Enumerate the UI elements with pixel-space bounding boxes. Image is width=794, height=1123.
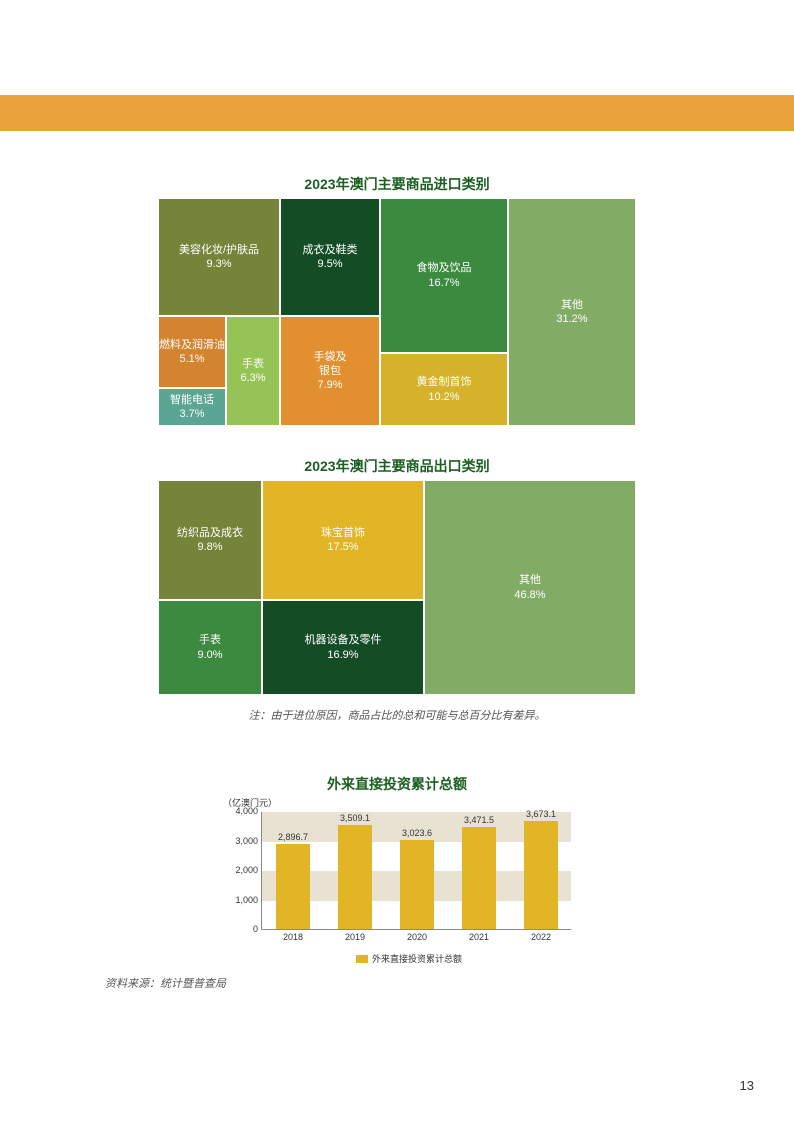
tile-label: 食物及饮品 (417, 261, 472, 275)
treemap-tile: 燃料及润滑油5.1% (158, 316, 226, 388)
tile-label: 机器设备及零件 (305, 633, 382, 647)
ytick-label: 1,000 (235, 895, 258, 905)
tile-label: 手表 (199, 633, 221, 647)
treemap2-title: 2023年澳门主要商品出口类别 (0, 456, 794, 476)
treemap-imports: 美容化妆/护肤品9.3%成衣及鞋类9.5%食物及饮品16.7%其他31.2%燃料… (158, 198, 636, 426)
bar: 3,509.1 (338, 825, 372, 929)
ytick-label: 4,000 (235, 806, 258, 816)
bar-chart-title: 外来直接投资累计总额 (0, 774, 794, 794)
bar-legend: 外来直接投资累计总额 (356, 952, 462, 965)
bar-value-label: 3,509.1 (340, 813, 370, 823)
ytick-label: 0 (253, 924, 258, 934)
bar: 3,471.5 (462, 827, 496, 929)
treemap-footnote: 注：由于进位原因，商品占比的总和可能与总百分比有差异。 (0, 707, 794, 723)
tile-percent: 46.8% (514, 588, 545, 602)
tile-percent: 16.9% (327, 648, 358, 662)
tile-percent: 31.2% (556, 312, 587, 326)
tile-label: 燃料及润滑油 (159, 338, 225, 352)
bar: 2,896.7 (276, 844, 310, 929)
source-note: 资料来源：统计暨普查局 (105, 975, 226, 991)
tile-label: 其他 (561, 298, 583, 312)
legend-swatch (356, 955, 368, 963)
tile-percent: 17.5% (327, 540, 358, 554)
treemap-tile: 智能电话3.7% (158, 388, 226, 426)
bar-plot-area: 01,0002,0003,0004,0002,896.720183,509.12… (261, 812, 571, 930)
bar-value-label: 3,673.1 (526, 809, 556, 819)
bar-value-label: 3,023.6 (402, 828, 432, 838)
tile-percent: 16.7% (428, 276, 459, 290)
treemap-tile: 手表6.3% (226, 316, 280, 426)
xtick-label: 2020 (407, 932, 427, 942)
tile-percent: 7.9% (317, 378, 342, 392)
tile-percent: 9.0% (197, 648, 222, 662)
tile-percent: 6.3% (240, 371, 265, 385)
xtick-label: 2019 (345, 932, 365, 942)
tile-label: 手表 (242, 357, 264, 371)
xtick-label: 2022 (531, 932, 551, 942)
treemap-tile: 食物及饮品16.7% (380, 198, 508, 353)
treemap-tile: 成衣及鞋类9.5% (280, 198, 380, 316)
bar-chart: （亿澳门元）01,0002,0003,0004,0002,896.720183,… (223, 802, 571, 975)
tile-percent: 3.7% (179, 407, 204, 421)
treemap-tile: 纺织品及成衣9.8% (158, 480, 262, 600)
xtick-label: 2021 (469, 932, 489, 942)
tile-label: 手袋及银包 (314, 350, 347, 379)
tile-label: 成衣及鞋类 (303, 243, 358, 257)
ytick-label: 3,000 (235, 836, 258, 846)
treemap-tile: 珠宝首饰17.5% (262, 480, 424, 600)
treemap-tile: 手袋及银包7.9% (280, 316, 380, 426)
tile-label: 纺织品及成衣 (177, 526, 243, 540)
tile-label: 智能电话 (170, 393, 214, 407)
tile-label: 美容化妆/护肤品 (179, 243, 259, 257)
treemap-tile: 其他31.2% (508, 198, 636, 426)
legend-label: 外来直接投资累计总额 (372, 952, 462, 965)
bar-value-label: 2,896.7 (278, 832, 308, 842)
treemap1-title: 2023年澳门主要商品进口类别 (0, 174, 794, 194)
tile-percent: 9.5% (317, 257, 342, 271)
tile-label: 黄金制首饰 (417, 375, 472, 389)
tile-percent: 5.1% (179, 352, 204, 366)
treemap-tile: 其他46.8% (424, 480, 636, 695)
treemap-tile: 美容化妆/护肤品9.3% (158, 198, 280, 316)
page-number: 13 (740, 1078, 754, 1093)
tile-percent: 9.8% (197, 540, 222, 554)
header-bar (0, 95, 794, 131)
tile-label: 其他 (519, 573, 541, 587)
tile-label: 珠宝首饰 (321, 526, 365, 540)
treemap-tile: 机器设备及零件16.9% (262, 600, 424, 695)
bar-value-label: 3,471.5 (464, 815, 494, 825)
treemap-tile: 手表9.0% (158, 600, 262, 695)
bar: 3,673.1 (524, 821, 558, 929)
treemap-tile: 黄金制首饰10.2% (380, 353, 508, 426)
ytick-label: 2,000 (235, 865, 258, 875)
bar: 3,023.6 (400, 840, 434, 929)
xtick-label: 2018 (283, 932, 303, 942)
tile-percent: 10.2% (428, 390, 459, 404)
tile-percent: 9.3% (206, 257, 231, 271)
treemap-exports: 纺织品及成衣9.8%珠宝首饰17.5%其他46.8%手表9.0%机器设备及零件1… (158, 480, 636, 695)
